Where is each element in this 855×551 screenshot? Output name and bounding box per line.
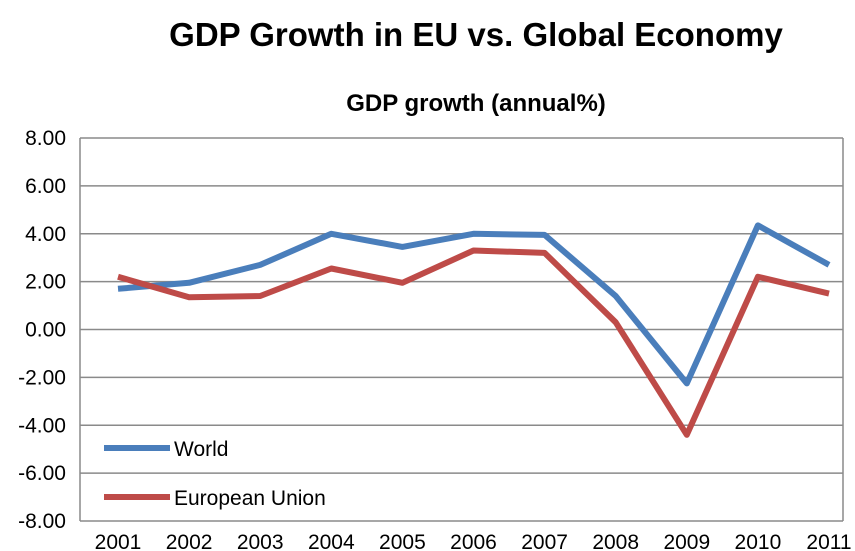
y-tick-label: 0.00 bbox=[25, 319, 66, 342]
x-tick-label: 2006 bbox=[450, 531, 497, 551]
x-tick-label: 2003 bbox=[237, 531, 284, 551]
x-tick-label: 2004 bbox=[308, 531, 355, 551]
x-tick-label: 2005 bbox=[379, 531, 426, 551]
x-tick-label: 2009 bbox=[663, 531, 710, 551]
series-line-1 bbox=[117, 247, 830, 438]
y-tick-label: -8.00 bbox=[18, 510, 66, 533]
legend: World European Union bbox=[104, 438, 326, 510]
x-tick-label: 2011 bbox=[806, 531, 851, 551]
y-tick-label: 4.00 bbox=[25, 223, 66, 246]
x-axis-ticks: 2001 2002 2003 2004 2005 2006 2007 2008 2009 2010… bbox=[95, 531, 852, 551]
y-tick-label: -2.00 bbox=[18, 366, 66, 389]
x-tick-label: 2001 bbox=[95, 531, 142, 551]
y-tick-label: 8.00 bbox=[25, 127, 66, 150]
legend-label: World bbox=[174, 438, 228, 461]
legend-label: European Union bbox=[174, 487, 326, 510]
series-lines bbox=[117, 222, 831, 438]
y-tick-label: -6.00 bbox=[18, 462, 66, 485]
y-tick-label: -4.00 bbox=[18, 414, 66, 437]
gridlines bbox=[79, 137, 844, 522]
x-tick-label: 2008 bbox=[592, 531, 639, 551]
y-tick-label: 6.00 bbox=[25, 175, 66, 198]
chart-title: GDP Growth in EU vs. Global Economy bbox=[169, 16, 783, 53]
x-tick-label: 2002 bbox=[166, 531, 213, 551]
y-tick-label: 2.00 bbox=[25, 271, 66, 294]
x-tick-label: 2010 bbox=[735, 531, 782, 551]
series-line-0 bbox=[117, 222, 831, 387]
x-tick-label: 2007 bbox=[521, 531, 568, 551]
y-axis-ticks: 8.00 6.00 4.00 2.00 0.00 -2.00 -4.00 -6.00 -8.00 bbox=[18, 127, 66, 533]
chart-subtitle: GDP growth (annual%) bbox=[346, 90, 606, 117]
